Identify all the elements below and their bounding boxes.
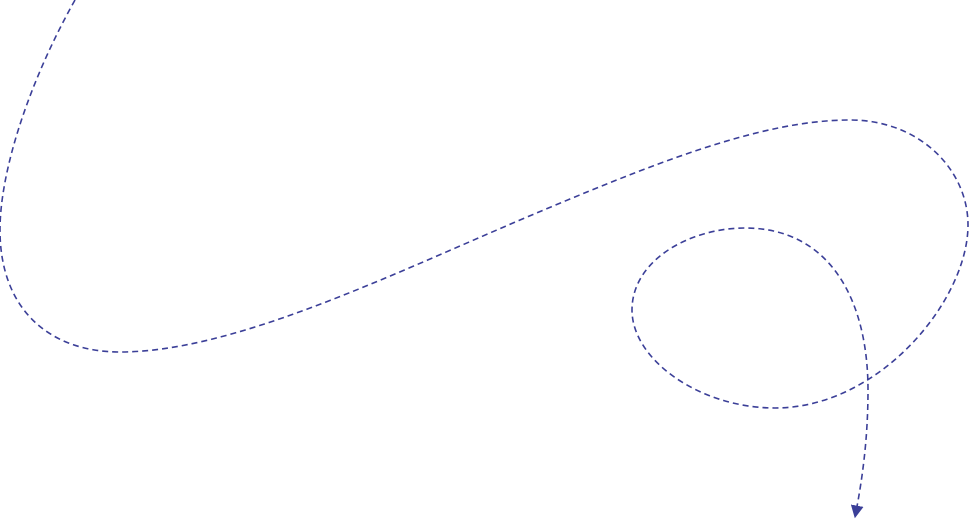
- dashed-route: [0, 0, 969, 519]
- page: [0, 0, 970, 520]
- decorative-canvas: [0, 0, 969, 519]
